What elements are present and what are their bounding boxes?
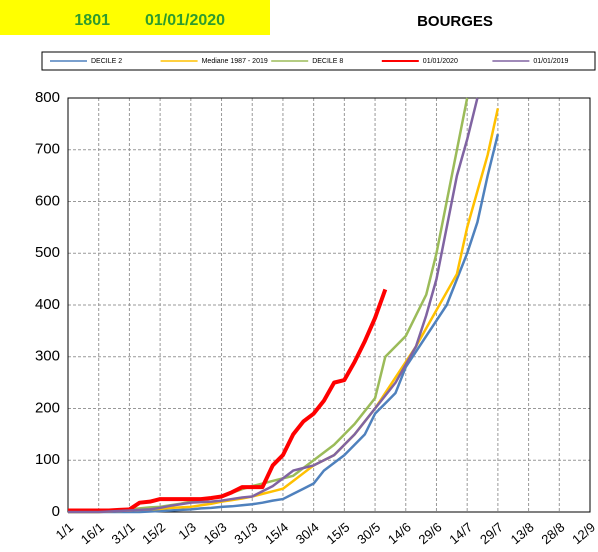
legend-label: DECILE 2 (91, 58, 122, 65)
chart-title: BOURGES (417, 13, 493, 30)
date: 01/01/2020 (145, 12, 225, 29)
plot-border (67, 97, 591, 513)
header-box (0, 0, 270, 35)
x-tick-label: 14/6 (385, 519, 414, 547)
y-tick-label: 600 (35, 192, 60, 209)
y-tick-label: 0 (52, 503, 60, 520)
x-tick-label: 30/4 (293, 519, 322, 547)
x-tick-label: 12/9 (569, 519, 598, 547)
series-line (68, 133, 500, 514)
station-code: 1801 (74, 12, 110, 29)
y-tick-label: 300 (35, 348, 60, 365)
x-tick-label: 31/3 (231, 519, 260, 547)
x-tick-label: 1/1 (53, 519, 76, 542)
legend-label: Mediane 1987 - 2019 (202, 58, 268, 65)
y-tick-label: 800 (35, 89, 60, 106)
x-tick-label: 15/2 (139, 519, 168, 547)
y-tick-label: 400 (35, 296, 60, 313)
series-line (68, 288, 388, 513)
x-tick-label: 14/7 (446, 519, 475, 547)
legend-label: DECILE 8 (312, 58, 343, 65)
y-tick-label: 500 (35, 244, 60, 261)
y-tick-label: 200 (35, 399, 60, 416)
x-tick-label: 29/7 (477, 519, 506, 547)
x-tick-label: 15/4 (262, 519, 291, 547)
legend-box (41, 51, 596, 71)
x-tick-label: 16/1 (78, 519, 107, 547)
x-tick-label: 16/3 (201, 519, 230, 547)
legend-label: 01/01/2019 (533, 58, 568, 65)
x-tick-label: 29/6 (416, 519, 445, 547)
x-tick-label: 1/3 (175, 519, 198, 542)
x-tick-label: 30/5 (354, 519, 383, 547)
y-tick-label: 100 (35, 451, 60, 468)
y-tick-label: 700 (35, 141, 60, 158)
x-tick-label: 15/5 (323, 519, 352, 547)
x-tick-label: 13/8 (508, 519, 537, 547)
x-tick-label: 31/1 (109, 519, 138, 547)
series-line (68, 97, 469, 514)
legend-label: 01/01/2020 (423, 58, 458, 65)
series-line (68, 97, 479, 514)
x-tick-label: 28/8 (538, 519, 567, 547)
